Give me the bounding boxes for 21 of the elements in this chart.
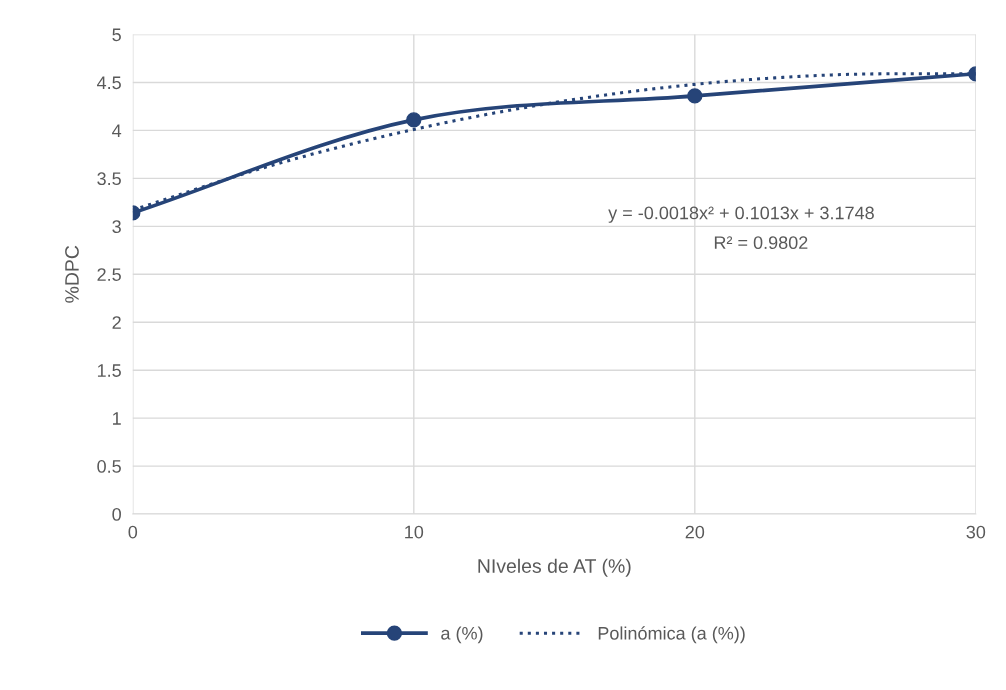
y-tick-label: 5 [112,28,121,42]
y-tick-label: 0 [112,507,121,521]
y-axis-title: %DPC [65,245,79,303]
x-tick-label: 20 [685,525,705,539]
y-tick-label: 3 [112,220,121,234]
y-tick-label: 4.5 [97,76,121,90]
legend-label: Polinómica (a (%)) [598,626,745,644]
y-tick-label: 0.5 [97,460,121,473]
y-tick-label: 1 [113,412,121,425]
y-tick-label: 2 [112,316,121,329]
x-tick-label: 10 [405,525,424,539]
annotation: R² = 0.9802 [714,236,808,250]
legend-label: a (%) [441,626,483,644]
x-tick-label: 30 [966,525,986,539]
y-tick-label: 2.5 [97,268,121,281]
x-tick-label: 0 [128,525,138,539]
y-tick-label: 1.5 [97,364,121,377]
y-tick-label: 3.5 [97,172,121,186]
x-axis-title: NIveles de AT (%) [478,558,631,577]
y-tick-label: 4 [112,124,122,137]
annotation: y = -0.0018x² + 0.1013x + 3.1748 [608,206,874,223]
